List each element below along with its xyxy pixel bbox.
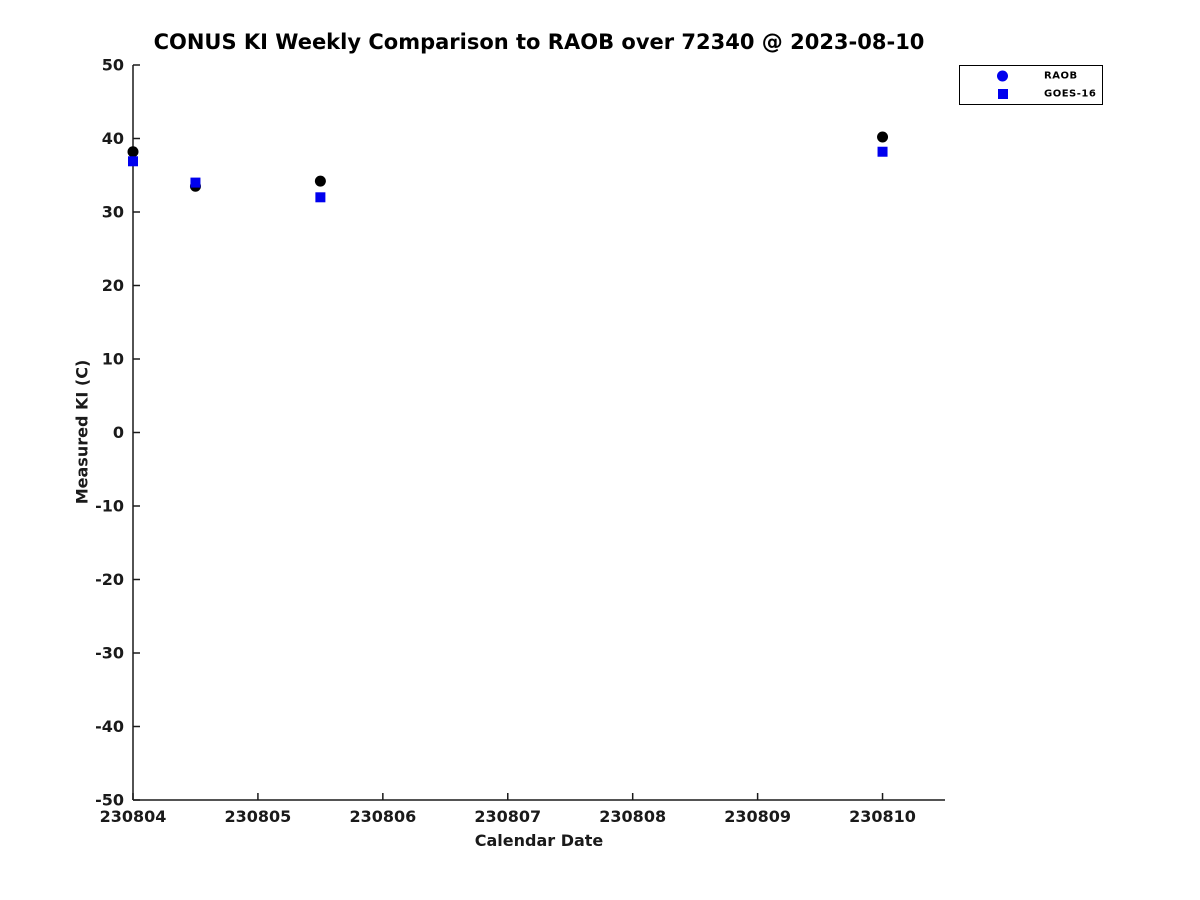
x-tick-label: 230806 bbox=[349, 807, 416, 826]
x-axis-title: Calendar Date bbox=[474, 831, 604, 850]
y-tick-label: 20 bbox=[102, 276, 124, 295]
data-point-goes-16 bbox=[877, 146, 888, 157]
y-tick-label: 50 bbox=[102, 56, 124, 75]
data-point-goes-16 bbox=[128, 156, 138, 167]
y-tick-label: -10 bbox=[95, 497, 124, 516]
x-tick-label: 230809 bbox=[724, 807, 791, 826]
legend-label-raob: RAOB bbox=[1044, 70, 1078, 82]
x-tick-label: 230808 bbox=[599, 807, 666, 826]
chart-title: CONUS KI Weekly Comparison to RAOB over … bbox=[153, 30, 925, 54]
goes16-square-marker-icon bbox=[998, 89, 1008, 99]
y-tick-label: -50 bbox=[95, 791, 124, 810]
y-tick-label: -20 bbox=[95, 570, 124, 589]
raob-circle-marker-icon bbox=[997, 70, 1008, 82]
y-tick-label: 30 bbox=[102, 203, 124, 222]
data-point-raob bbox=[314, 175, 326, 187]
y-tick-label: -30 bbox=[95, 644, 124, 663]
data-point-raob bbox=[127, 146, 139, 158]
y-tick-label: 40 bbox=[102, 129, 124, 148]
legend-row-goes16: GOES-16 bbox=[960, 86, 1102, 102]
data-point-goes-16 bbox=[190, 177, 201, 188]
data-point-goes-16 bbox=[315, 192, 326, 203]
x-tick-label: 230805 bbox=[225, 807, 292, 826]
y-tick-label: 10 bbox=[102, 350, 124, 369]
legend-box: RAOB GOES-16 bbox=[959, 65, 1103, 105]
x-tick-label: 230807 bbox=[474, 807, 541, 826]
y-tick-label: -40 bbox=[95, 717, 124, 736]
legend-label-goes16: GOES-16 bbox=[1044, 88, 1097, 100]
y-tick-label: 0 bbox=[113, 423, 124, 442]
data-point-raob bbox=[877, 131, 889, 143]
x-tick-label: 230804 bbox=[100, 807, 167, 826]
x-tick-label: 230810 bbox=[849, 807, 916, 826]
legend-row-raob: RAOB bbox=[960, 68, 1102, 84]
